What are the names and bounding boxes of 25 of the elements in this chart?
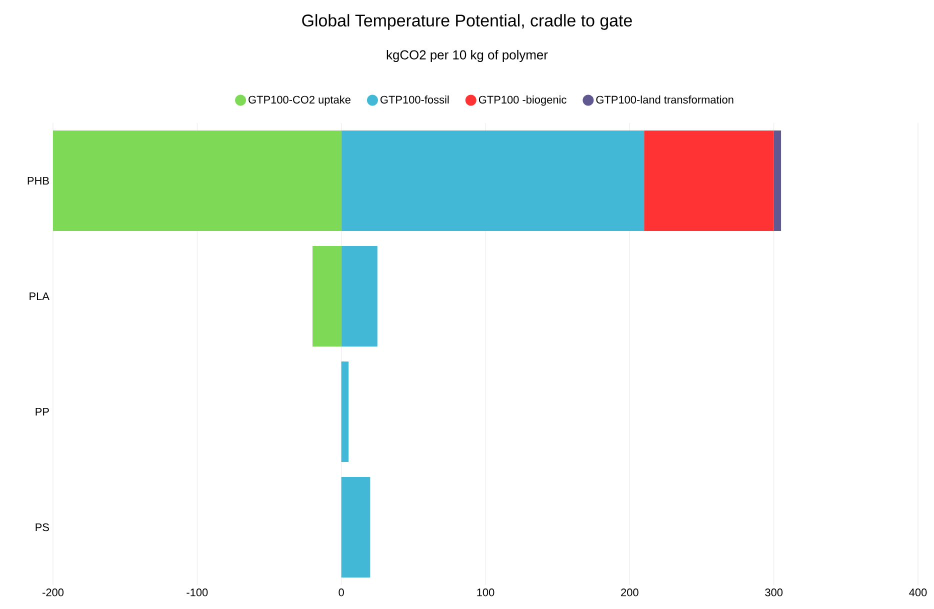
legend-label: GTP100 -biogenic	[478, 96, 566, 106]
bar	[312, 246, 342, 346]
x-tick-label: 400	[909, 588, 927, 596]
x-tick-label: -200	[42, 588, 64, 596]
y-tick-label: PS	[36, 523, 49, 532]
chart-subtitle: kgCO2 per 10 kg of polymer	[386, 50, 548, 62]
x-tick-label: 100	[477, 588, 494, 596]
legend-label: GTP100-land transformation	[596, 96, 734, 104]
legend-label: GTP100-CO2 uptake	[248, 96, 350, 106]
bar	[644, 130, 774, 231]
bar	[341, 477, 370, 578]
bar	[53, 130, 342, 231]
bar	[341, 362, 349, 462]
y-tick-label: PP	[36, 408, 49, 416]
bar	[341, 246, 378, 346]
x-tick-label: -100	[186, 588, 208, 596]
y-tick-label: PLA	[30, 292, 50, 300]
chart-title: Global Temperature Potential, cradle to gate	[302, 14, 632, 30]
x-tick-label: 300	[765, 588, 783, 596]
legend-label: GTP100-fossil	[380, 96, 449, 104]
y-tick-label: PHB	[28, 176, 49, 185]
bar	[774, 130, 782, 231]
bar	[341, 130, 644, 231]
x-tick-label: 0	[338, 588, 344, 596]
x-tick-label: 200	[621, 588, 638, 596]
